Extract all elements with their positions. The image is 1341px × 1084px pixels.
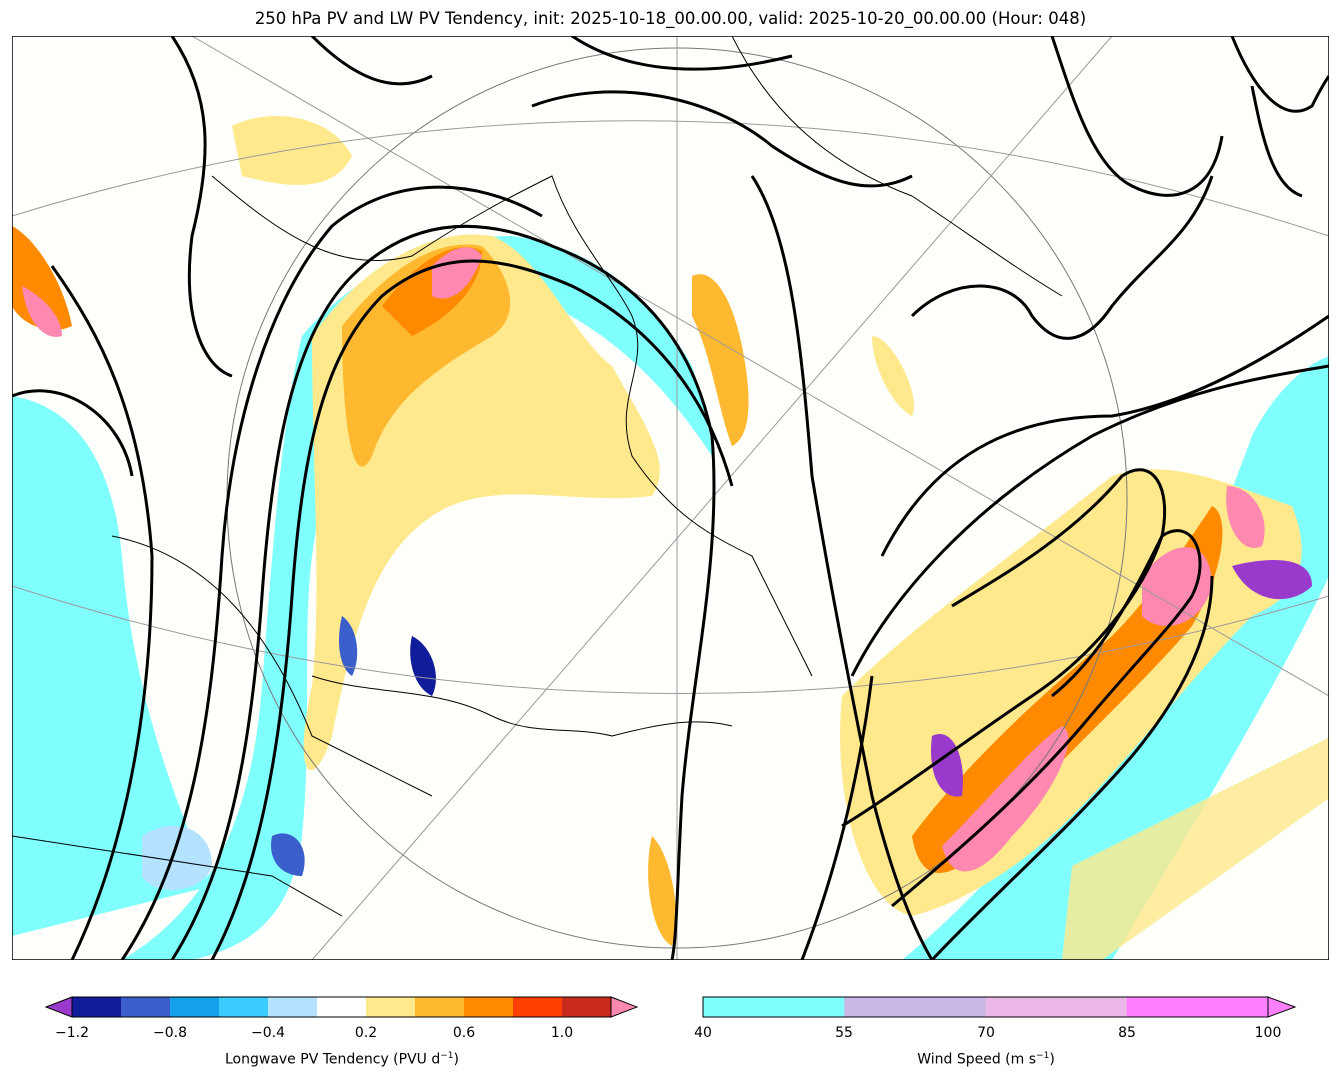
colorbar-bin: [844, 997, 986, 1017]
colorbar-over-arrow: [1267, 996, 1297, 1018]
pv-tick-label: −1.2: [55, 1025, 89, 1041]
colorbar-bin: [366, 997, 416, 1017]
pv-tick-label: 0.2: [354, 1025, 378, 1041]
colorbar-bin: [317, 997, 367, 1017]
wind-tick-label: 100: [1254, 1025, 1282, 1041]
colorbar-bin: [703, 997, 845, 1017]
colorbar-under-arrow: [44, 996, 73, 1018]
wind-tick-label: 70: [977, 1025, 995, 1041]
wind-colorbar-label: Wind Speed (m s−1): [917, 1051, 1055, 1068]
colorbar-bin: [121, 997, 171, 1017]
colorbar-bin: [464, 997, 514, 1017]
colorbar-bin: [268, 997, 318, 1017]
colorbar-bin: [1126, 997, 1269, 1017]
colorbar-bin: [72, 997, 122, 1017]
colorbar-over-arrow: [610, 996, 639, 1018]
wind-tick-label: 40: [694, 1025, 712, 1041]
wind-tick-label: 85: [1118, 1025, 1136, 1041]
wind-tick-label: 55: [835, 1025, 853, 1041]
pv-tendency-negative-area: [142, 826, 212, 890]
pv-colorbar-label: Longwave PV Tendency (PVU d−1): [224, 1051, 460, 1068]
pv-tick-label: 0.6: [452, 1025, 476, 1041]
pv-tick-label: −0.4: [251, 1025, 285, 1041]
colorbar-bin: [562, 997, 612, 1017]
colorbar-bin: [513, 997, 563, 1017]
map-panel: [12, 36, 1329, 960]
coastlines: [12, 36, 1063, 917]
pv-tick-label: 1.0: [550, 1025, 574, 1041]
pv-tendency-colorbar: [44, 996, 639, 1018]
colorbar-bin: [170, 997, 220, 1017]
map-title: 250 hPa PV and LW PV Tendency, init: 202…: [254, 9, 1087, 28]
pv-contours: [12, 36, 1329, 960]
pv-tick-label: −0.8: [153, 1025, 187, 1041]
colorbar-bin: [219, 997, 269, 1017]
wind-speed-colorbar: [702, 996, 1297, 1018]
colorbar-bin: [985, 997, 1128, 1017]
colorbar-bin: [415, 997, 465, 1017]
